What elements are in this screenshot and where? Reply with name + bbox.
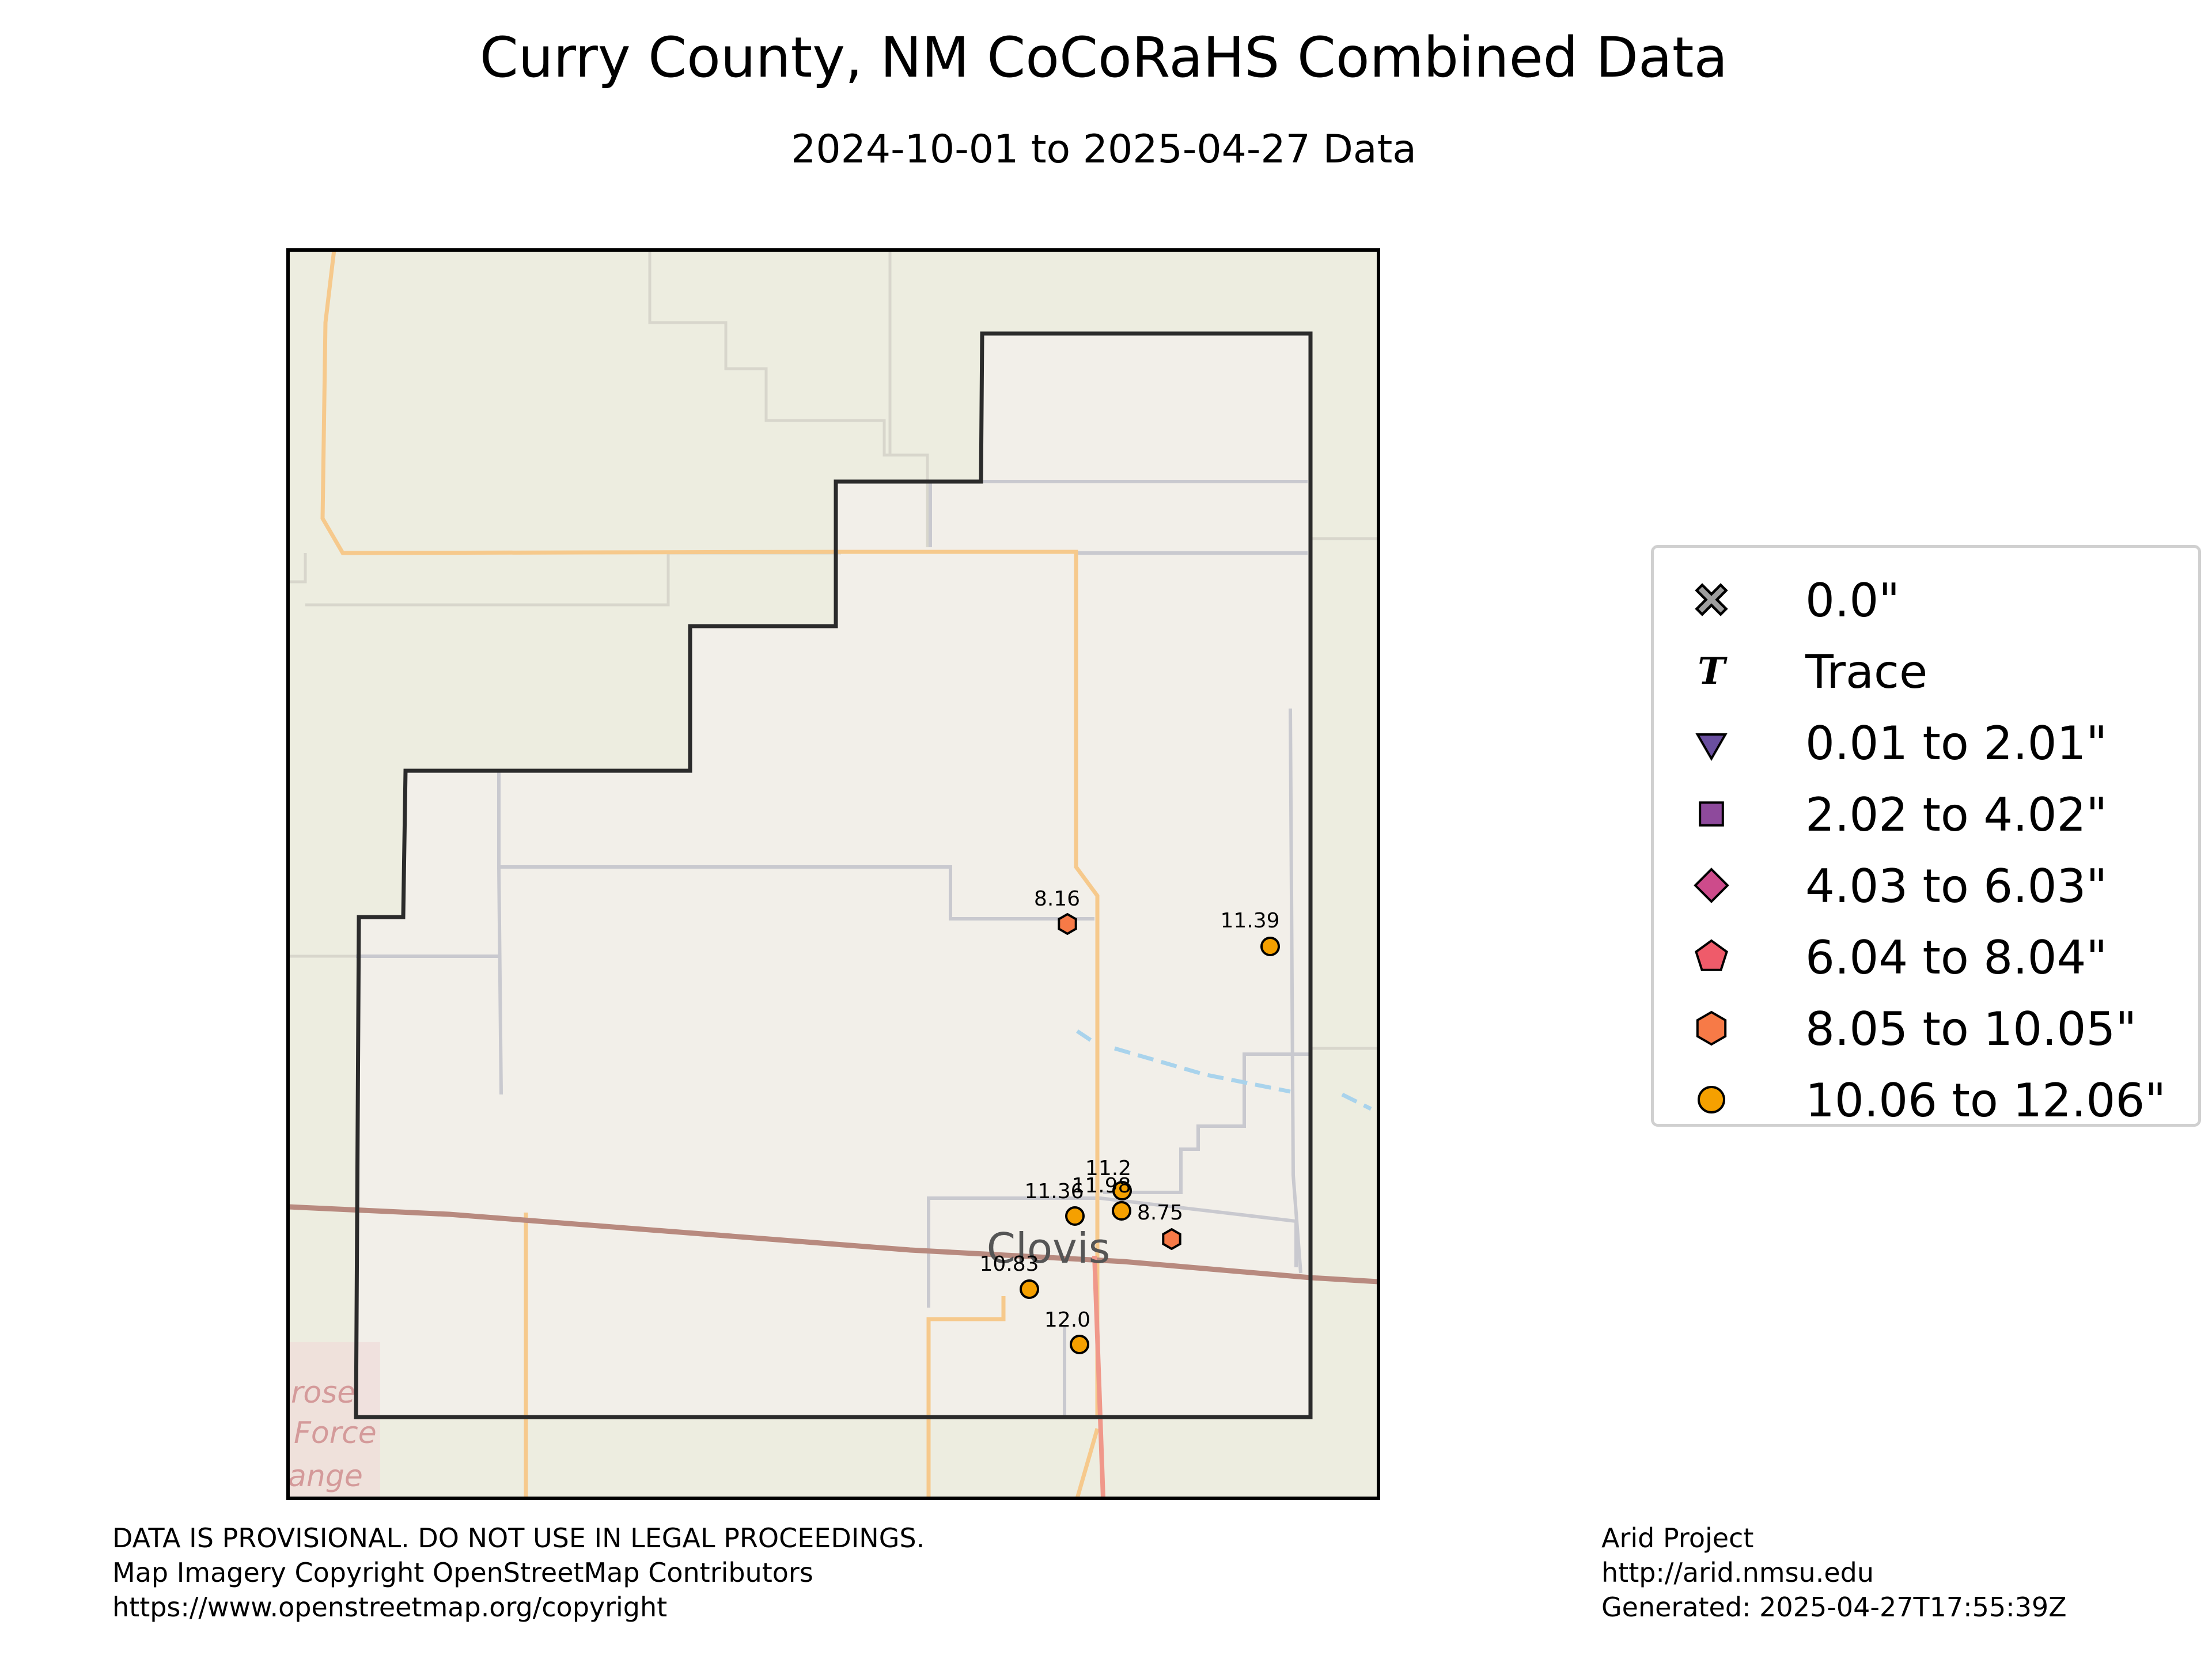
water-features — [1076, 1029, 1372, 1111]
legend-label: 2.02 to 4.02" — [1805, 788, 2108, 842]
legend-item: T Trace — [1654, 637, 2198, 706]
station-value-label: 8.75 — [1137, 1201, 1183, 1225]
station-marker — [1058, 912, 1077, 935]
station-marker — [1112, 1181, 1132, 1200]
legend: 0.0" T Trace 0.01 to 2.01" 2.02 to 4.02" 4.03… — [1651, 545, 2201, 1127]
footer-line: https://www.openstreetmap.org/copyright — [112, 1592, 668, 1623]
station-value-label: 11.39 — [1220, 909, 1279, 933]
station-value-label: 12.0 — [1044, 1308, 1090, 1332]
highway-roads — [320, 250, 1100, 1498]
legend-label: 4.03 to 6.03" — [1805, 859, 2108, 913]
station-value-label: 11.2 — [1085, 1157, 1131, 1180]
background-label-range: ange — [288, 1459, 363, 1494]
square-icon — [1699, 801, 1724, 827]
background-label-rose: rose — [291, 1376, 355, 1410]
triangle-down-icon — [1695, 733, 1728, 762]
legend-item: 0.01 to 2.01" — [1654, 708, 2198, 777]
circle-icon — [1698, 1086, 1725, 1113]
rail-line-red — [1092, 1255, 1105, 1498]
hexagon-icon — [1696, 1010, 1727, 1046]
legend-label: 0.01 to 2.01" — [1805, 717, 2108, 770]
chart-subtitle: 2024-10-01 to 2025-04-27 Data — [791, 127, 1416, 172]
station-marker — [1065, 1206, 1085, 1226]
station-marker — [1162, 1228, 1181, 1251]
township-lines — [356, 480, 1310, 1417]
legend-item: 4.03 to 6.03" — [1654, 851, 2198, 920]
legend-item: 8.05 to 10.05" — [1654, 994, 2198, 1063]
county-fill — [356, 334, 1310, 1417]
station-value-label: 10.83 — [979, 1252, 1039, 1276]
footer-credits: Arid Project http://arid.nmsu.edu Genera… — [1601, 1521, 2067, 1624]
air-force-range-area — [288, 1342, 380, 1498]
background-boundaries — [288, 250, 1378, 1050]
legend-label: Trace — [1805, 645, 1928, 699]
station-marker — [1260, 937, 1280, 956]
footer-line: DATA IS PROVISIONAL. DO NOT USE IN LEGAL… — [112, 1522, 925, 1554]
county-outline — [354, 331, 1313, 1419]
station-value-label: 11.98 — [1071, 1174, 1131, 1198]
diamond-icon — [1694, 868, 1729, 903]
footer-line: http://arid.nmsu.edu — [1601, 1557, 1874, 1588]
station-marker — [1112, 1201, 1131, 1221]
station-marker — [1020, 1279, 1039, 1299]
footer-line: Map Imagery Copyright OpenStreetMap Cont… — [112, 1557, 813, 1588]
legend-label: 10.06 to 12.06" — [1805, 1074, 2166, 1127]
station-marker — [1070, 1335, 1089, 1354]
station-value-label: 8.16 — [1034, 887, 1080, 911]
legend-item: 6.04 to 8.04" — [1654, 922, 2198, 991]
legend-label: 8.05 to 10.05" — [1805, 1002, 2137, 1056]
footer-disclaimer: DATA IS PROVISIONAL. DO NOT USE IN LEGAL… — [112, 1521, 925, 1624]
footer-line: Generated: 2025-04-27T17:55:39Z — [1601, 1592, 2067, 1623]
rail-line — [288, 1204, 1378, 1285]
footer-line: Arid Project — [1601, 1522, 1754, 1554]
x-icon — [1695, 583, 1728, 616]
legend-label: 6.04 to 8.04" — [1805, 931, 2108, 984]
city-label-clovis: Clovis — [987, 1224, 1110, 1272]
legend-item: 2.02 to 4.02" — [1654, 779, 2198, 849]
background-label-force: Force — [294, 1416, 377, 1450]
station-value-label: 11.36 — [1024, 1180, 1084, 1203]
svg-text:T: T — [1698, 650, 1728, 693]
legend-label: 0.0" — [1805, 574, 1900, 627]
pentagon-icon — [1695, 939, 1728, 971]
legend-item: 10.06 to 12.06" — [1654, 1065, 2198, 1134]
legend-item: 0.0" — [1654, 565, 2198, 634]
map-frame — [286, 248, 1380, 1500]
t-icon: T — [1698, 650, 1728, 693]
chart-title: Curry County, NM CoCoRaHS Combined Data — [479, 25, 1728, 90]
